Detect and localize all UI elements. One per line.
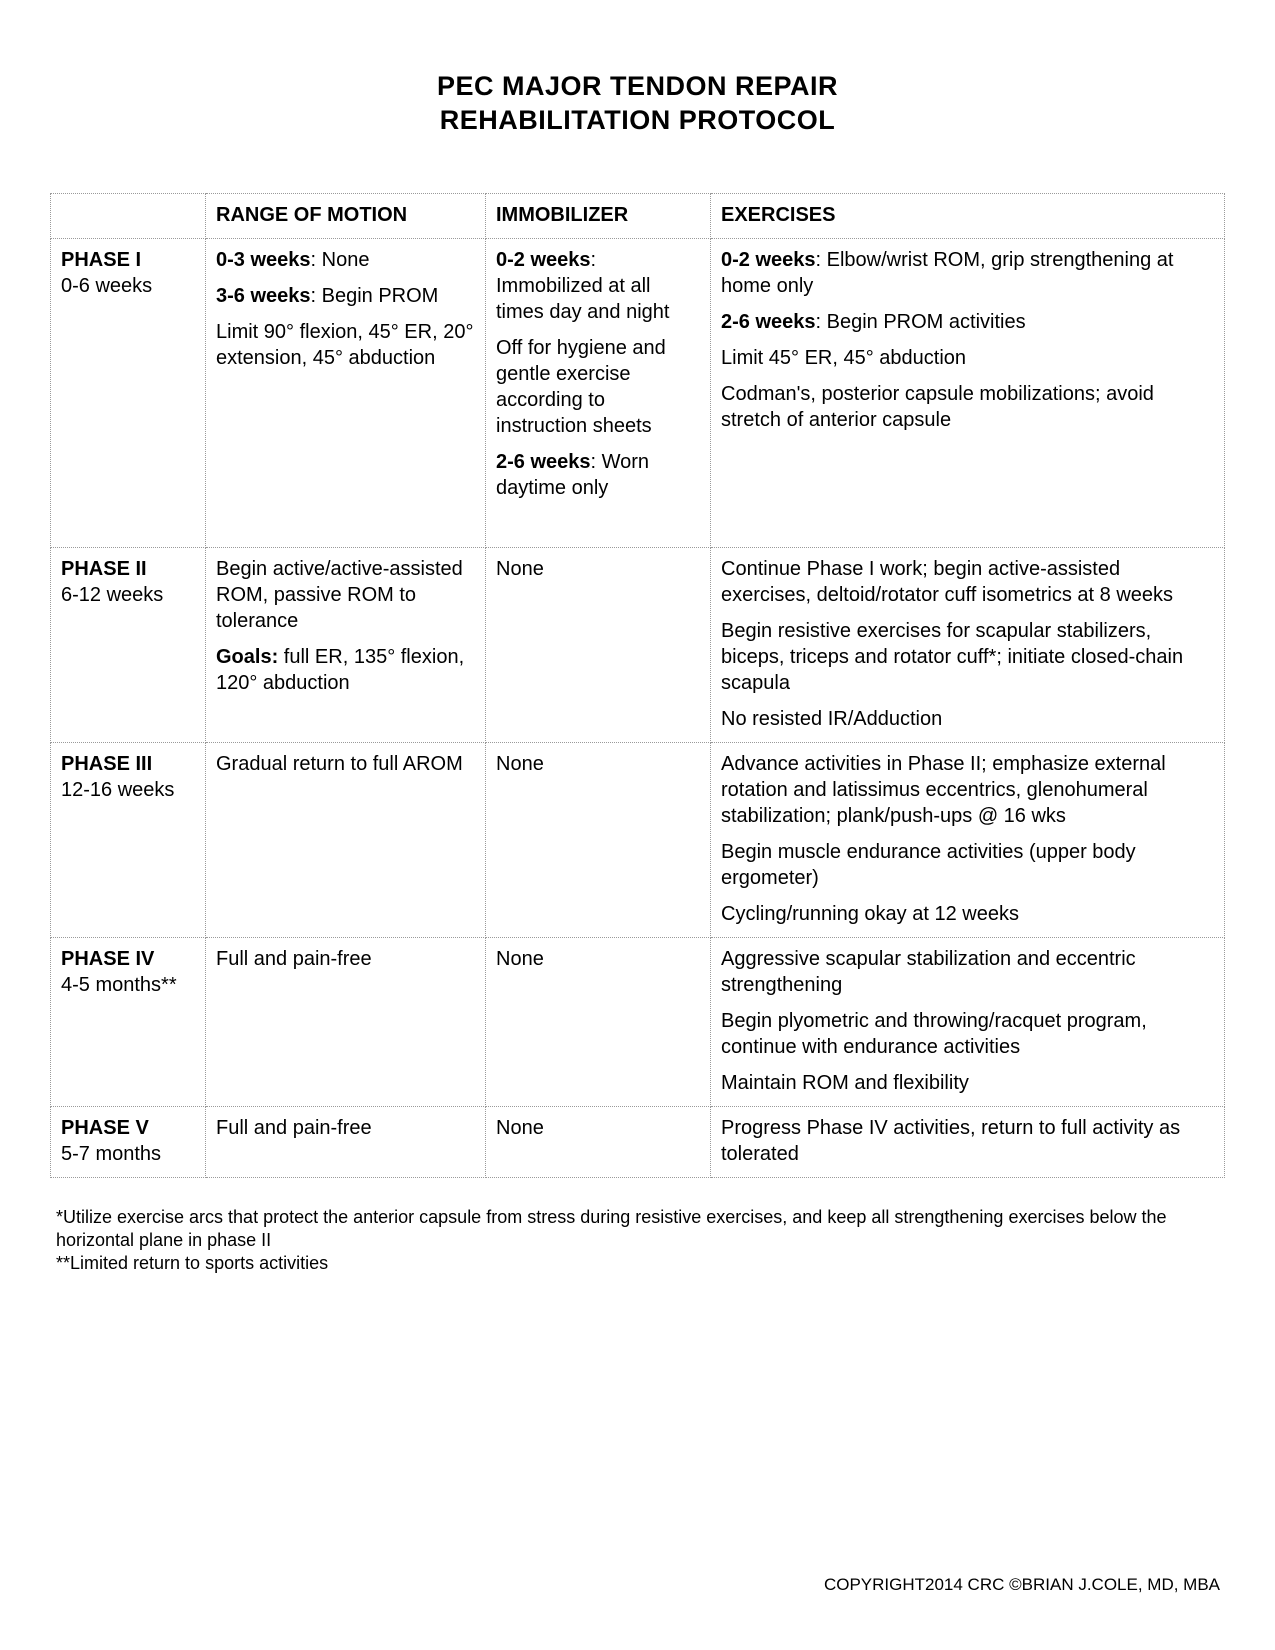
ex-line: Progress Phase IV activities, return to … [721, 1115, 1214, 1167]
phase-duration: 6-12 weeks [61, 582, 195, 608]
ex-line: Aggressive scapular stabilization and ec… [721, 946, 1214, 998]
exercises-cell: 0-2 weeks: Elbow/wrist ROM, grip strengt… [711, 238, 1225, 547]
immob-line: Off for hygiene and gentle exercise acco… [496, 335, 700, 439]
footnotes: *Utilize exercise arcs that protect the … [50, 1206, 1225, 1276]
immob-line: 2-6 weeks: Worn daytime only [496, 449, 700, 501]
immob-line: None [496, 751, 700, 777]
immob-line: 0-2 weeks: Immobilized at all times day … [496, 247, 700, 325]
rom-line: Goals: full ER, 135° flexion, 120° abduc… [216, 644, 475, 696]
copyright-line: COPYRIGHT2014 CRC ©BRIAN J.COLE, MD, MBA [824, 1575, 1220, 1595]
table-row: PHASE I 0-6 weeks 0-3 weeks: None 3-6 we… [51, 238, 1225, 547]
phase-duration: 0-6 weeks [61, 273, 195, 299]
immob-line: None [496, 946, 700, 972]
phase-cell: PHASE II 6-12 weeks [51, 547, 206, 742]
table-header-row: RANGE OF MOTION IMMOBILIZER EXERCISES [51, 193, 1225, 238]
immob-line: None [496, 1115, 700, 1141]
table-row: PHASE II 6-12 weeks Begin active/active-… [51, 547, 1225, 742]
phase-label: PHASE III [61, 751, 195, 777]
rom-line: Full and pain-free [216, 1115, 475, 1141]
rom-line: Begin active/active-assisted ROM, passiv… [216, 556, 475, 634]
immobilizer-cell: 0-2 weeks: Immobilized at all times day … [486, 238, 711, 547]
phase-cell: PHASE V 5-7 months [51, 1106, 206, 1177]
rom-line: Full and pain-free [216, 946, 475, 972]
exercises-cell: Progress Phase IV activities, return to … [711, 1106, 1225, 1177]
table-row: PHASE IV 4-5 months** Full and pain-free… [51, 937, 1225, 1106]
phase-label: PHASE I [61, 247, 195, 273]
header-exercises: EXERCISES [711, 193, 1225, 238]
phase-cell: PHASE I 0-6 weeks [51, 238, 206, 547]
ex-line: Advance activities in Phase II; emphasiz… [721, 751, 1214, 829]
exercises-cell: Advance activities in Phase II; emphasiz… [711, 742, 1225, 937]
phase-duration: 12-16 weeks [61, 777, 195, 803]
ex-line: 0-2 weeks: Elbow/wrist ROM, grip strengt… [721, 247, 1214, 299]
ex-line: Limit 45° ER, 45° abduction [721, 345, 1214, 371]
ex-line: Cycling/running okay at 12 weeks [721, 901, 1214, 927]
ex-line: Begin resistive exercises for scapular s… [721, 618, 1214, 696]
ex-line: Codman's, posterior capsule mobilization… [721, 381, 1214, 433]
header-immobilizer: IMMOBILIZER [486, 193, 711, 238]
ex-line: Begin plyometric and throwing/racquet pr… [721, 1008, 1214, 1060]
footnote-2: **Limited return to sports activities [56, 1252, 1219, 1275]
rom-line: 0-3 weeks: None [216, 247, 475, 273]
phase-cell: PHASE IV 4-5 months** [51, 937, 206, 1106]
phase-duration: 5-7 months [61, 1141, 195, 1167]
immobilizer-cell: None [486, 742, 711, 937]
ex-line: Continue Phase I work; begin active-assi… [721, 556, 1214, 608]
table-row: PHASE III 12-16 weeks Gradual return to … [51, 742, 1225, 937]
rom-cell: Begin active/active-assisted ROM, passiv… [206, 547, 486, 742]
exercises-cell: Aggressive scapular stabilization and ec… [711, 937, 1225, 1106]
phase-label: PHASE IV [61, 946, 195, 972]
immobilizer-cell: None [486, 547, 711, 742]
title-line-2: REHABILITATION PROTOCOL [440, 105, 836, 135]
phase-cell: PHASE III 12-16 weeks [51, 742, 206, 937]
document-title: PEC MAJOR TENDON REPAIR REHABILITATION P… [50, 70, 1225, 138]
immobilizer-cell: None [486, 937, 711, 1106]
rom-cell: Full and pain-free [206, 1106, 486, 1177]
header-blank [51, 193, 206, 238]
immob-line: None [496, 556, 700, 582]
rom-cell: Gradual return to full AROM [206, 742, 486, 937]
phase-duration: 4-5 months** [61, 972, 195, 998]
exercises-cell: Continue Phase I work; begin active-assi… [711, 547, 1225, 742]
document-page: PEC MAJOR TENDON REPAIR REHABILITATION P… [0, 0, 1275, 1650]
footnote-1: *Utilize exercise arcs that protect the … [56, 1206, 1219, 1253]
phase-label: PHASE V [61, 1115, 195, 1141]
phase-label: PHASE II [61, 556, 195, 582]
rom-line: Limit 90° flexion, 45° ER, 20° extension… [216, 319, 475, 371]
ex-line: Begin muscle endurance activities (upper… [721, 839, 1214, 891]
table-row: PHASE V 5-7 months Full and pain-free No… [51, 1106, 1225, 1177]
rom-cell: Full and pain-free [206, 937, 486, 1106]
immobilizer-cell: None [486, 1106, 711, 1177]
rom-line: Gradual return to full AROM [216, 751, 475, 777]
protocol-table: RANGE OF MOTION IMMOBILIZER EXERCISES PH… [50, 193, 1225, 1178]
title-line-1: PEC MAJOR TENDON REPAIR [437, 71, 838, 101]
ex-line: 2-6 weeks: Begin PROM activities [721, 309, 1214, 335]
rom-cell: 0-3 weeks: None 3-6 weeks: Begin PROM Li… [206, 238, 486, 547]
rom-line: 3-6 weeks: Begin PROM [216, 283, 475, 309]
ex-line: No resisted IR/Adduction [721, 706, 1214, 732]
ex-line: Maintain ROM and flexibility [721, 1070, 1214, 1096]
header-rom: RANGE OF MOTION [206, 193, 486, 238]
